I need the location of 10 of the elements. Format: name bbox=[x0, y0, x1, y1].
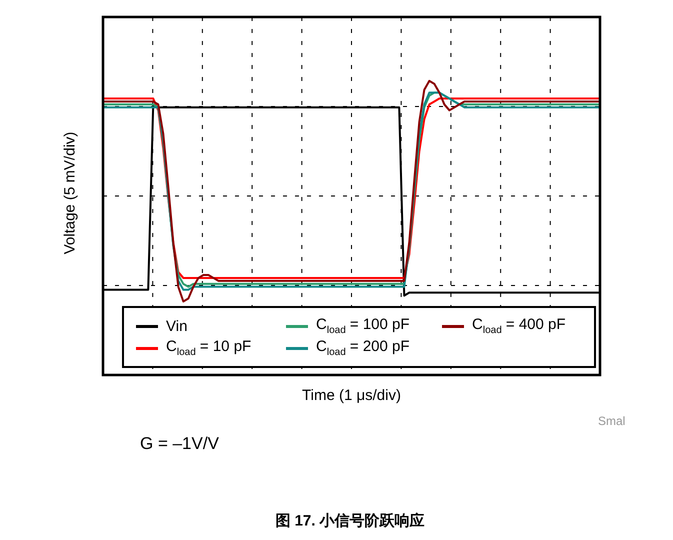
y-axis-title: Voltage (5 mV/div) bbox=[62, 132, 78, 254]
text: 图 17. 小信号阶跃响应 bbox=[275, 512, 425, 530]
text: Smal bbox=[598, 414, 626, 428]
legend-label: Vin bbox=[166, 318, 188, 334]
text: G = –1V/V bbox=[140, 434, 219, 454]
legend-label: C$_{load}$ = 10 pF bbox=[166, 338, 252, 358]
legend-label: C$_{load}$ = 400 pF bbox=[472, 316, 566, 336]
legend-label: C$_{load}$ = 100 pF bbox=[316, 316, 410, 336]
legend-label: C$_{load}$ = 200 pF bbox=[316, 338, 410, 358]
x-axis-title: Time (1 μs/div) bbox=[302, 387, 401, 404]
